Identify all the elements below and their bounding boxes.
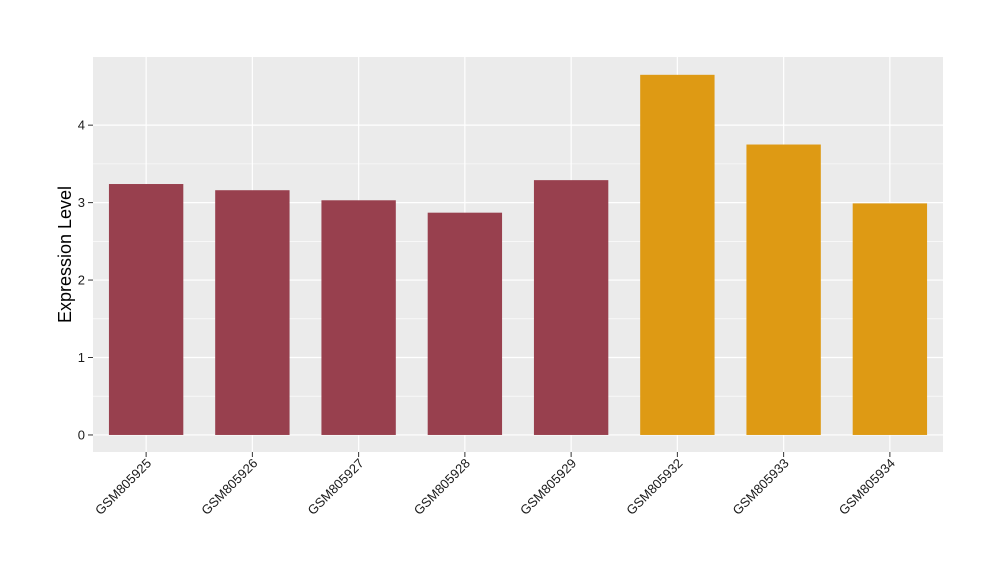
bar-GSM805928 [427, 212, 503, 435]
y-tick-label: 3 [78, 195, 85, 210]
x-axis: GSM805925 GSM805926 GSM805927 GSM805928 GSM8… [92, 452, 898, 518]
y-axis: 0 1 2 3 4 [78, 118, 93, 442]
bar-GSM805927 [321, 200, 396, 435]
bar-GSM805934 [852, 203, 928, 435]
bar-series [108, 74, 928, 435]
y-tick-label: 4 [78, 118, 85, 133]
x-tick-label: GSM805929 [517, 456, 579, 518]
x-tick-label: GSM805928 [411, 456, 473, 518]
x-tick-label: GSM805932 [623, 456, 685, 518]
bar-GSM805926 [215, 190, 290, 435]
y-tick-label: 0 [78, 427, 85, 442]
y-tick-label: 2 [78, 273, 85, 288]
x-tick-label: GSM805925 [92, 456, 154, 518]
x-tick-label: GSM805934 [836, 456, 898, 518]
bar-GSM805933 [746, 144, 821, 435]
x-tick-label: GSM805933 [730, 456, 792, 518]
y-tick-label: 1 [78, 350, 85, 365]
x-tick-label: GSM805926 [198, 456, 260, 518]
bar-GSM805929 [533, 180, 609, 435]
y-axis-title: Expression Level [55, 186, 75, 323]
bar-GSM805932 [640, 74, 715, 435]
bar-GSM805925 [108, 184, 184, 435]
x-tick-label: GSM805927 [305, 456, 367, 518]
